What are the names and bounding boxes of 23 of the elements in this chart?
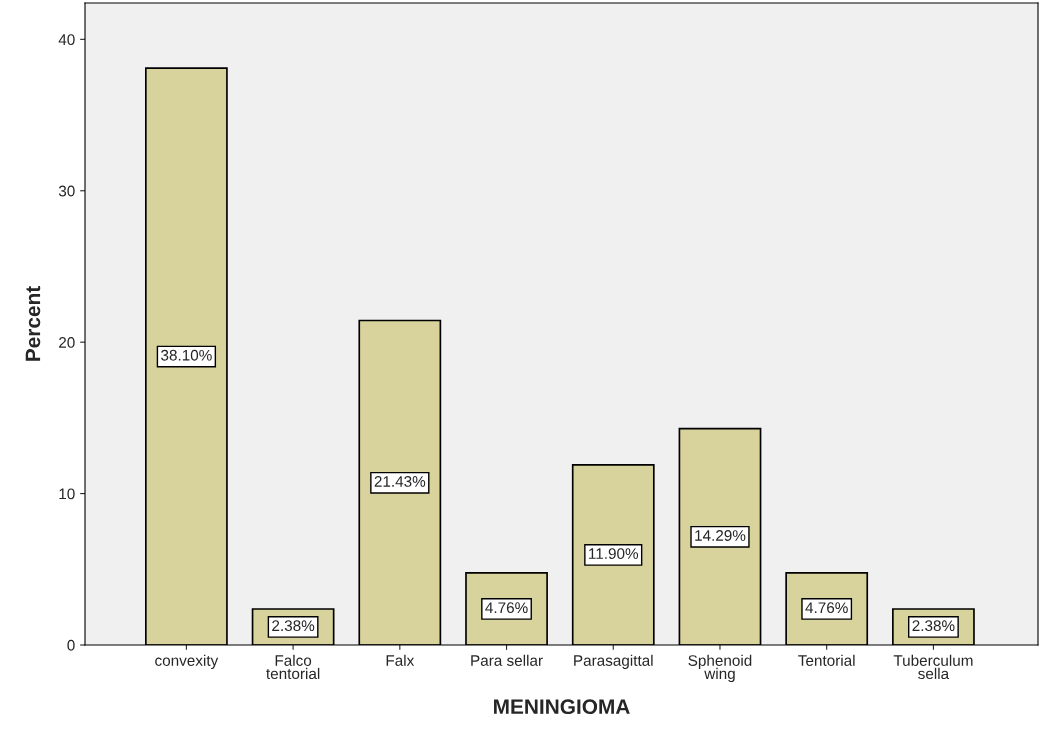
y-tick-label: 40 (58, 34, 75, 46)
y-tick-label: 20 (59, 337, 75, 348)
y-tick-label: 30 (58, 185, 75, 197)
x-tick-label: convexity (155, 654, 219, 669)
x-axis-title: MENINGIOMA (494, 699, 630, 715)
data-label: 21.43% (374, 476, 426, 487)
y-tick-label: 10 (59, 488, 75, 500)
x-tick-label: Falco tentorial (266, 654, 320, 680)
x-tick-label: Para sellar (471, 654, 543, 666)
x-tick-label: Falx (386, 654, 415, 666)
data-label: 14.29% (695, 530, 746, 541)
data-label: 38.10% (161, 349, 212, 361)
y-axis-title: Percent (25, 286, 41, 361)
x-tick-label: Parasagittal (574, 654, 653, 669)
data-label: 4.76% (485, 602, 528, 614)
data-label: 4.76% (805, 602, 848, 614)
x-tick-label: Tuberculum sella (893, 654, 973, 680)
data-label: 2.38% (272, 620, 315, 632)
y-tick-label: 0 (67, 639, 75, 651)
data-label: 11.90% (589, 548, 639, 560)
data-label: 2.38% (912, 620, 955, 632)
x-tick-label: Tentorial (798, 654, 855, 666)
x-tick-label: Sphenoid wing (688, 654, 752, 683)
